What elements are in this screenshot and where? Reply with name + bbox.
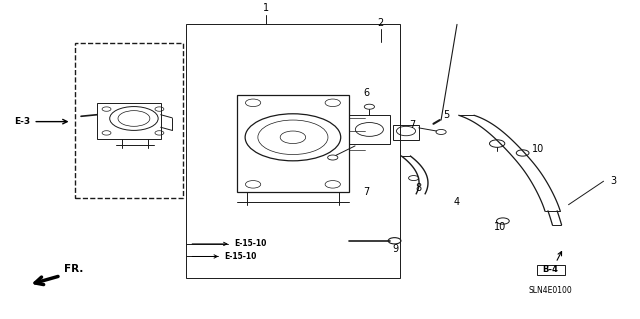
Text: B-4: B-4 (543, 265, 559, 274)
Text: E-3: E-3 (14, 117, 30, 126)
Text: SLN4E0100: SLN4E0100 (529, 286, 573, 295)
Text: 7: 7 (409, 120, 415, 130)
Text: FR.: FR. (64, 264, 83, 274)
Text: 5: 5 (443, 110, 449, 120)
Text: 9: 9 (392, 244, 398, 254)
Bar (349, 115, 390, 145)
Text: 10: 10 (494, 222, 506, 232)
Text: 7: 7 (364, 187, 370, 197)
Text: 4: 4 (454, 197, 460, 207)
Bar (237, 95, 349, 192)
Bar (75, 43, 183, 198)
Text: E-15-10: E-15-10 (234, 240, 266, 249)
Bar (97, 103, 161, 139)
Text: 1: 1 (263, 4, 269, 13)
Text: 3: 3 (610, 176, 616, 186)
Bar (537, 265, 564, 275)
Bar (186, 24, 399, 278)
Bar (394, 125, 419, 140)
Text: 2: 2 (378, 18, 383, 28)
Text: E-15-10: E-15-10 (225, 252, 257, 261)
Text: 6: 6 (364, 88, 369, 98)
Text: 8: 8 (416, 183, 422, 193)
Text: 10: 10 (532, 144, 544, 154)
